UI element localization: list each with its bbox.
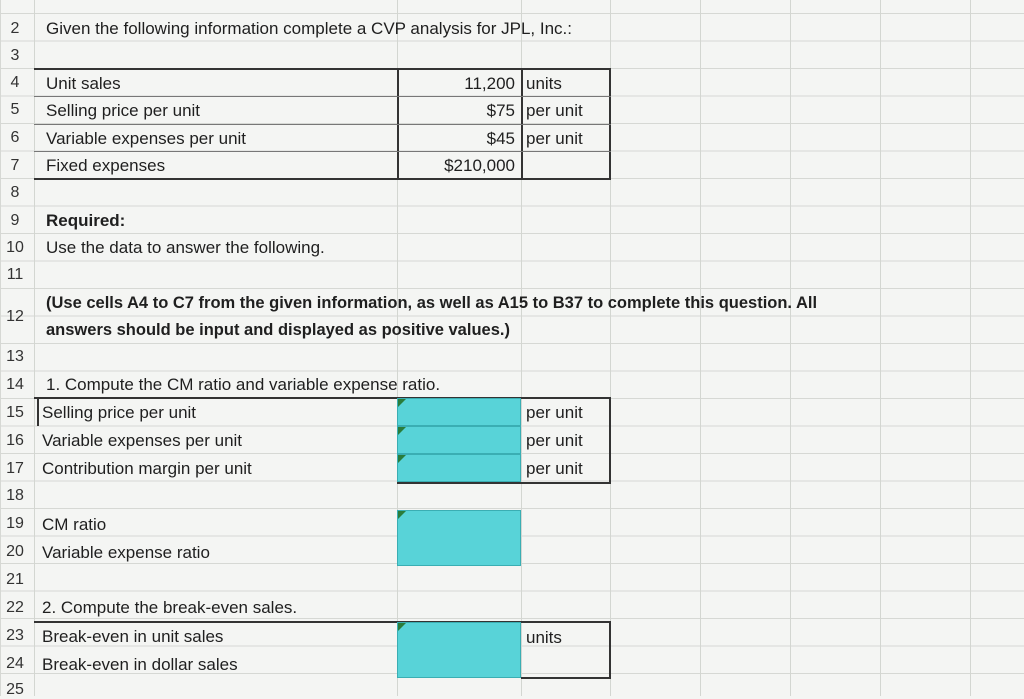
row-header[interactable]: 12 [6, 308, 24, 325]
question-1: 1. Compute the CM ratio and variable exp… [46, 375, 441, 394]
ratio-input[interactable] [397, 510, 521, 566]
question-2: 2. Compute the break-even sales. [42, 598, 298, 617]
given-label[interactable]: Fixed expenses [46, 156, 166, 175]
required-heading: Required: [46, 211, 126, 230]
note-line-2: answers should be input and displayed as… [46, 321, 510, 339]
row-header[interactable]: 7 [10, 157, 20, 174]
row-header[interactable]: 23 [6, 627, 24, 644]
row-header[interactable]: 10 [6, 239, 24, 256]
row-header[interactable]: 9 [10, 212, 20, 229]
given-unit[interactable]: units [526, 74, 562, 93]
cm-ratio-label[interactable]: CM ratio [42, 515, 107, 534]
intro-text: Given the following information complete… [46, 19, 572, 38]
contribution-margin-input[interactable] [397, 454, 521, 482]
given-value[interactable]: $45 [486, 129, 515, 148]
given-value[interactable]: $75 [486, 101, 515, 120]
given-label[interactable]: Selling price per unit [46, 101, 201, 120]
variable-expense-ratio-label[interactable]: Variable expense ratio [42, 543, 210, 562]
break-even-units-label[interactable]: Break-even in unit sales [42, 627, 224, 646]
row-header[interactable]: 16 [6, 432, 24, 449]
row-header[interactable]: 2 [10, 20, 20, 37]
row-header[interactable]: 4 [10, 74, 20, 91]
row-header[interactable]: 15 [6, 404, 24, 421]
row-header[interactable]: 11 [6, 266, 24, 283]
instruction-text: Use the data to answer the following. [46, 238, 325, 257]
row-header[interactable]: 6 [10, 129, 20, 146]
row-header[interactable]: 21 [6, 571, 24, 588]
given-unit[interactable]: per unit [526, 101, 583, 120]
variable-expenses-input[interactable] [397, 426, 521, 454]
break-even-units-unit: units [526, 628, 562, 647]
given-value[interactable]: 11,200 [464, 74, 515, 93]
row-header[interactable]: 8 [10, 184, 20, 201]
q1-label[interactable]: Contribution margin per unit [42, 459, 252, 478]
row-header[interactable]: 22 [6, 599, 24, 616]
given-unit[interactable]: per unit [526, 129, 583, 148]
row-header[interactable]: 20 [6, 543, 24, 560]
row-header[interactable]: 3 [10, 47, 20, 64]
row-header[interactable]: 18 [6, 487, 24, 504]
row-header[interactable]: 25 [6, 681, 24, 698]
row-header[interactable]: 14 [6, 376, 24, 393]
break-even-dollars-label[interactable]: Break-even in dollar sales [42, 655, 238, 674]
selling-price-input[interactable] [397, 398, 521, 426]
q1-label[interactable]: Variable expenses per unit [42, 431, 243, 450]
q1-unit: per unit [526, 431, 583, 450]
row-header[interactable]: 5 [10, 101, 20, 118]
q1-unit: per unit [526, 459, 583, 478]
row-header[interactable]: 24 [6, 655, 24, 672]
given-label[interactable]: Unit sales [46, 74, 121, 93]
q1-label[interactable]: Selling price per unit [42, 403, 197, 422]
note-line-1: (Use cells A4 to C7 from the given infor… [46, 294, 818, 312]
row-header[interactable]: 19 [6, 515, 24, 532]
row-header[interactable]: 17 [6, 460, 24, 477]
given-value[interactable]: $210,000 [444, 156, 515, 175]
break-even-input[interactable] [397, 622, 521, 678]
given-label[interactable]: Variable expenses per unit [46, 129, 247, 148]
row-header[interactable]: 13 [6, 348, 24, 365]
q1-unit: per unit [526, 403, 583, 422]
